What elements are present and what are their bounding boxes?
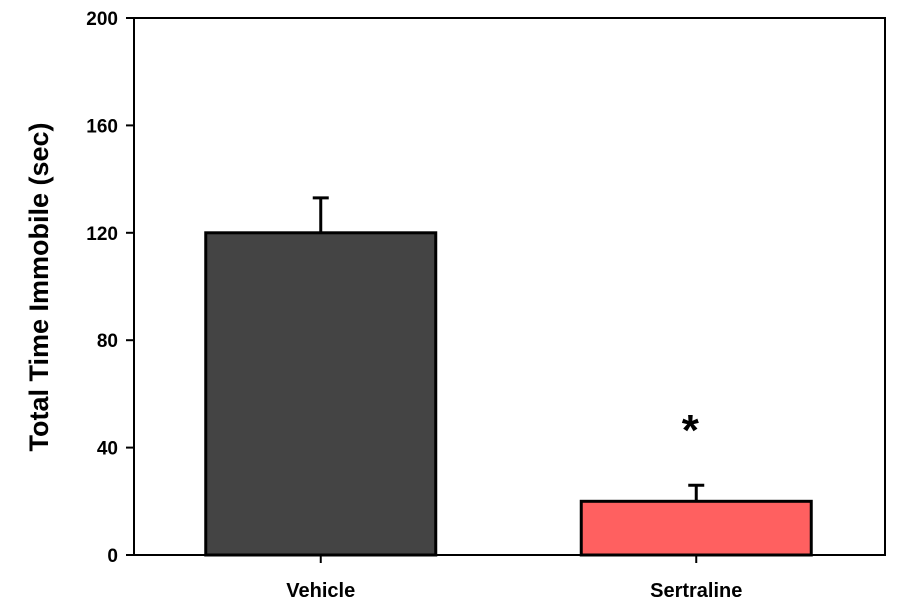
significance-marker: * — [682, 406, 700, 455]
y-tick-label: 40 — [97, 439, 118, 460]
y-tick-label: 120 — [86, 224, 118, 245]
y-axis-title: Total Time Immobile (sec) — [24, 122, 54, 451]
y-tick-label: 200 — [86, 9, 118, 30]
bar-sertraline — [579, 499, 813, 557]
annotations: * — [682, 406, 700, 455]
y-tick-label: 160 — [86, 116, 118, 137]
plot-border — [133, 17, 886, 556]
x-tick-label: Sertraline — [650, 580, 742, 602]
y-axis-ticks: 0 40 80 120 160 200 — [86, 9, 134, 567]
bar-vehicle — [204, 231, 438, 557]
x-tick-label: Vehicle — [286, 580, 355, 602]
y-tick-label: 0 — [107, 546, 118, 567]
y-tick-label: 80 — [97, 331, 118, 352]
plot-frame — [133, 17, 886, 556]
x-axis-labels: Vehicle Sertraline — [286, 555, 742, 602]
bars — [204, 196, 813, 557]
